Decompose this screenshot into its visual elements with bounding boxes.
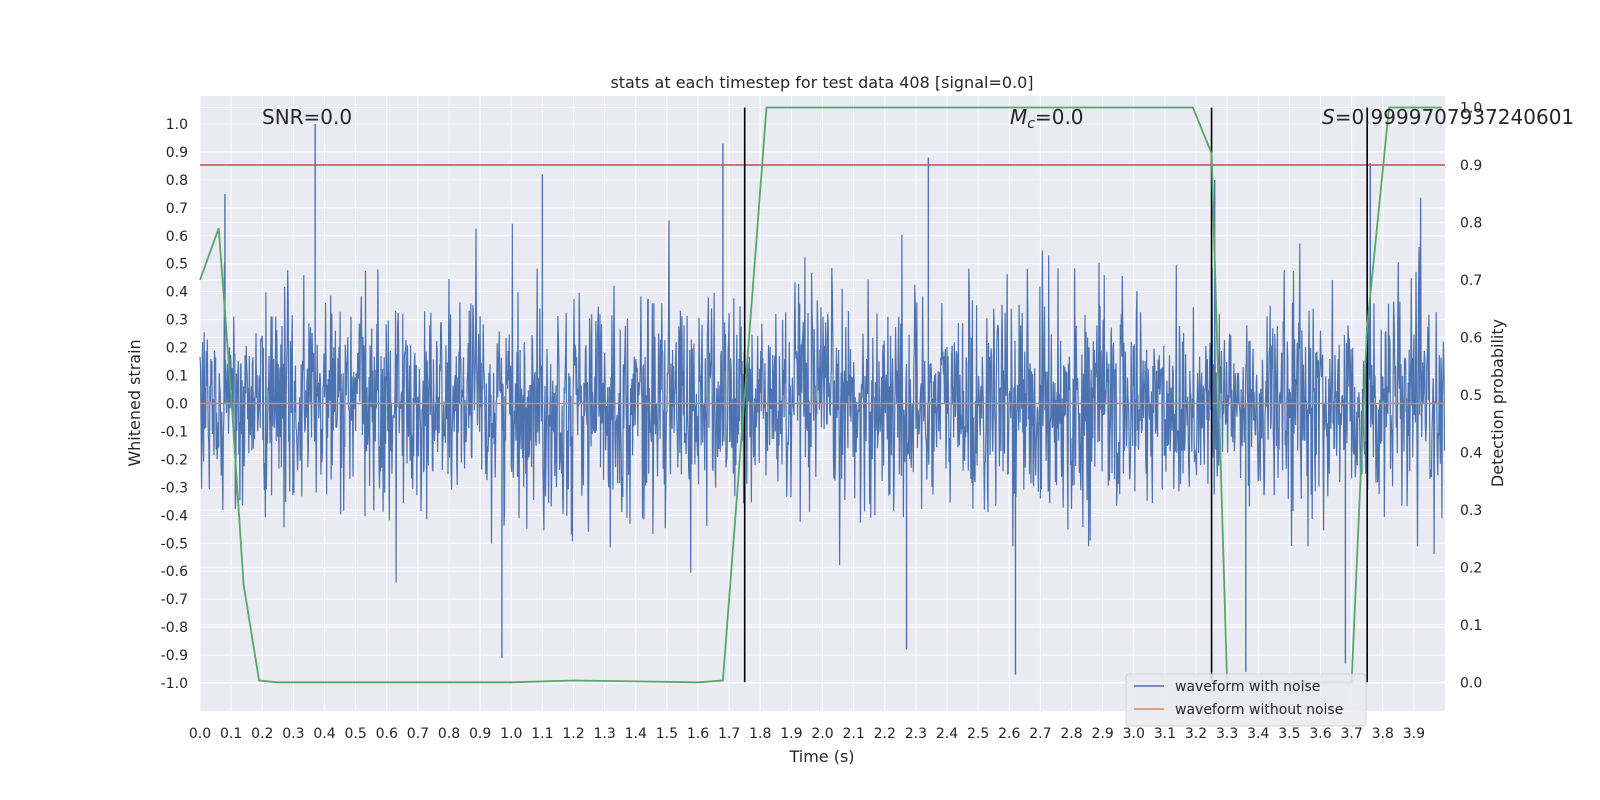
x-tick-label: 0.0 bbox=[189, 726, 211, 742]
annotation-score: S=0.9999707937240601 bbox=[1322, 105, 1574, 129]
x-tick-label: 2.7 bbox=[1029, 726, 1051, 742]
x-tick-label: 3.4 bbox=[1247, 726, 1269, 742]
x-tick-label: 3.3 bbox=[1216, 726, 1238, 742]
annotation-chirp-mass-value: =0.0 bbox=[1035, 105, 1084, 129]
y-tick-label: 0.5 bbox=[166, 257, 188, 273]
y2-tick-label: 0.3 bbox=[1460, 503, 1482, 519]
annotation-chirp-mass: Mc=0.0 bbox=[1010, 105, 1084, 132]
chart-title: stats at each timestep for test data 408… bbox=[610, 73, 1033, 92]
y-tick-label: -0.7 bbox=[161, 592, 188, 608]
x-tick-label: 2.4 bbox=[936, 726, 958, 742]
y-tick-label: -0.9 bbox=[161, 648, 188, 664]
y2-tick-label: 0.5 bbox=[1460, 388, 1482, 404]
x-tick-label: 2.9 bbox=[1091, 726, 1113, 742]
y2-tick-label: 0.6 bbox=[1460, 330, 1482, 346]
y-tick-label: 0.8 bbox=[166, 173, 188, 189]
y-tick-label: -0.2 bbox=[161, 452, 188, 468]
x-tick-label: 2.8 bbox=[1060, 726, 1082, 742]
y-tick-label: 0.1 bbox=[166, 369, 188, 385]
y-tick-label: 1.0 bbox=[166, 117, 188, 133]
y-tick-label: 0.4 bbox=[166, 285, 188, 301]
y-tick-label: -0.6 bbox=[161, 564, 188, 580]
y-tick-label: 0.3 bbox=[166, 313, 188, 329]
x-tick-label: 1.3 bbox=[593, 726, 615, 742]
annotation-chirp-mass-symbol: M bbox=[1010, 105, 1027, 129]
y2-tick-label: 0.4 bbox=[1460, 445, 1482, 461]
y-tick-label: -0.5 bbox=[161, 536, 188, 552]
x-tick-label: 0.5 bbox=[344, 726, 366, 742]
x-tick-label: 1.5 bbox=[656, 726, 678, 742]
x-tick-label: 0.1 bbox=[220, 726, 242, 742]
legend: waveform with noise waveform without noi… bbox=[1125, 673, 1367, 727]
y2-tick-label: 0.7 bbox=[1460, 273, 1482, 289]
y-tick-label: -0.1 bbox=[161, 424, 188, 440]
x-tick-label: 0.6 bbox=[376, 726, 398, 742]
x-axis-label: Time (s) bbox=[788, 747, 854, 766]
x-tick-label: 3.8 bbox=[1372, 726, 1394, 742]
x-tick-label: 0.7 bbox=[407, 726, 429, 742]
x-tick-label: 3.7 bbox=[1340, 726, 1362, 742]
y-tick-label: -1.0 bbox=[161, 676, 188, 692]
x-tick-label: 2.0 bbox=[811, 726, 833, 742]
x-tick-label: 1.0 bbox=[500, 726, 522, 742]
legend-label-noise: waveform with noise bbox=[1175, 679, 1320, 695]
x-tick-label: 3.9 bbox=[1403, 726, 1425, 742]
annotation-chirp-mass-sub: c bbox=[1027, 116, 1035, 132]
x-tick-label: 1.6 bbox=[687, 726, 709, 742]
y-tick-label: 0.9 bbox=[166, 145, 188, 161]
x-tick-label: 3.5 bbox=[1278, 726, 1300, 742]
y2-tick-label: 0.2 bbox=[1460, 560, 1482, 576]
x-tick-label: 1.4 bbox=[625, 726, 647, 742]
y-tick-label: -0.3 bbox=[161, 480, 188, 496]
y-tick-label: 0.2 bbox=[166, 341, 188, 357]
x-tick-label: 1.2 bbox=[562, 726, 584, 742]
y-tick-label: 0.6 bbox=[166, 229, 188, 245]
x-tick-label: 1.8 bbox=[749, 726, 771, 742]
y2-tick-label: 0.8 bbox=[1460, 215, 1482, 231]
x-tick-label: 3.0 bbox=[1123, 726, 1145, 742]
y-tick-label: 0.7 bbox=[166, 201, 188, 217]
x-tick-labels: 0.0 0.1 0.2 0.3 0.4 0.5 0.6 0.7 0.8 0.9 1.0 1.1 1.2 1… bbox=[189, 726, 1425, 742]
annotation-snr: SNR=0.0 bbox=[262, 105, 352, 129]
annotation-score-value: =0.9999707937240601 bbox=[1335, 105, 1574, 129]
noise-trace bbox=[199, 197, 1446, 583]
x-tick-label: 2.5 bbox=[967, 726, 989, 742]
y-tick-label: 0.0 bbox=[166, 397, 188, 413]
legend-box bbox=[1125, 673, 1367, 727]
y-tick-labels: 1.0 0.9 0.8 0.7 0.6 0.5 0.4 0.3 0.2 0.1 0.0 -0.1 -0.… bbox=[161, 117, 188, 692]
legend-label-clean: waveform without noise bbox=[1175, 702, 1343, 718]
x-tick-label: 0.3 bbox=[282, 726, 304, 742]
x-tick-label: 1.1 bbox=[531, 726, 553, 742]
y-axis-label: Whitened strain bbox=[125, 339, 144, 466]
y2-axis-label: Detection probability bbox=[1488, 319, 1507, 487]
y2-tick-label: 1.0 bbox=[1460, 100, 1482, 116]
y2-tick-label: 0.0 bbox=[1460, 675, 1482, 691]
x-tick-label: 0.4 bbox=[313, 726, 335, 742]
y2-tick-label: 0.9 bbox=[1460, 158, 1482, 174]
y2-tick-labels: 1.0 0.9 0.8 0.7 0.6 0.5 0.4 0.3 0.2 0.1 0.0 bbox=[1460, 100, 1482, 691]
x-tick-label: 3.1 bbox=[1154, 726, 1176, 742]
y-tick-label: -0.4 bbox=[161, 508, 188, 524]
x-tick-label: 0.8 bbox=[438, 726, 460, 742]
y-tick-label: -0.8 bbox=[161, 620, 188, 636]
annotation-score-symbol: S bbox=[1322, 105, 1335, 129]
y2-tick-label: 0.1 bbox=[1460, 618, 1482, 634]
x-tick-label: 2.2 bbox=[874, 726, 896, 742]
x-tick-label: 2.3 bbox=[905, 726, 927, 742]
x-tick-label: 3.6 bbox=[1309, 726, 1331, 742]
x-tick-label: 0.2 bbox=[251, 726, 273, 742]
x-tick-label: 2.1 bbox=[842, 726, 864, 742]
series-waveform-with-noise bbox=[199, 123, 1446, 675]
x-tick-label: 2.6 bbox=[998, 726, 1020, 742]
x-tick-label: 1.7 bbox=[718, 726, 740, 742]
x-tick-label: 1.9 bbox=[780, 726, 802, 742]
x-tick-label: 0.9 bbox=[469, 726, 491, 742]
x-tick-label: 3.2 bbox=[1185, 726, 1207, 742]
